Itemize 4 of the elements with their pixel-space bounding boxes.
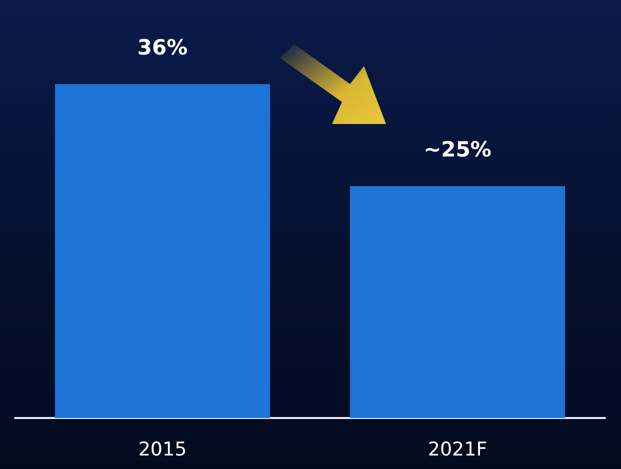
data-label: ~25% [424,138,492,162]
x-tick-label: 2015 [138,438,187,460]
data-label: 36% [137,36,188,60]
x-tick-label: 2021F [428,438,488,460]
